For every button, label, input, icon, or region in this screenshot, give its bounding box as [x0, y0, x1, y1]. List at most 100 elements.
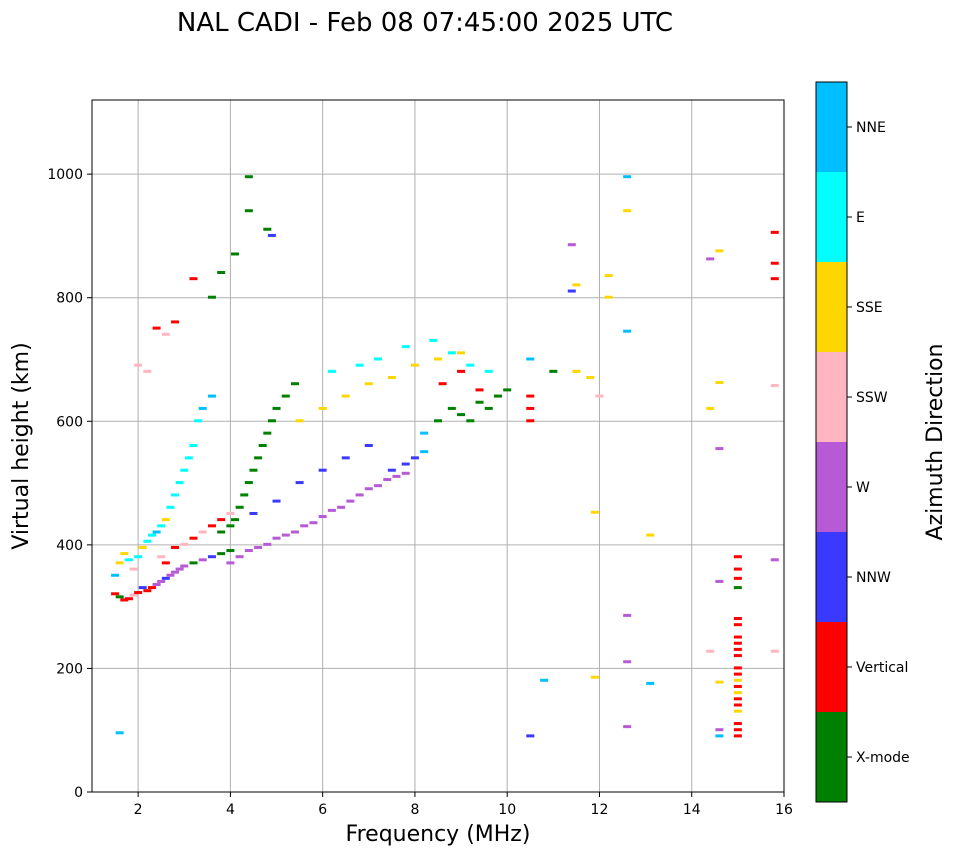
- data-point: [475, 400, 484, 404]
- colorbar: X-mode Vertical NNW W SSW SSE E NNE: [815, 81, 910, 803]
- data-point: [392, 474, 401, 478]
- data-point: [189, 277, 198, 281]
- data-point: [111, 573, 120, 577]
- data-point: [410, 363, 419, 367]
- data-point: [623, 209, 632, 213]
- data-point: [231, 252, 240, 256]
- data-point: [157, 579, 166, 583]
- y-tick-label: 1000: [47, 167, 83, 183]
- data-point: [623, 329, 632, 333]
- data-point: [217, 271, 226, 274]
- data-point: [715, 579, 724, 583]
- colorbar-segment: [816, 532, 847, 622]
- data-point: [733, 654, 742, 658]
- data-point: [457, 351, 466, 355]
- data-point: [207, 394, 216, 398]
- data-point: [447, 406, 456, 410]
- data-point: [540, 678, 549, 682]
- data-point: [147, 586, 156, 590]
- data-point: [217, 530, 226, 534]
- data-point: [217, 518, 226, 522]
- data-point: [466, 363, 475, 367]
- data-point: [249, 468, 258, 472]
- data-point: [401, 345, 410, 349]
- data-point: [493, 394, 502, 398]
- data-point: [590, 675, 599, 679]
- data-point: [733, 567, 742, 571]
- colorbar-tick-label: Vertical: [856, 660, 908, 676]
- data-point: [434, 419, 442, 423]
- data-point: [457, 413, 466, 417]
- data-point: [263, 227, 272, 231]
- data-point: [244, 549, 253, 553]
- data-point: [194, 419, 203, 423]
- colorbar-segment: [816, 712, 847, 802]
- data-point: [272, 406, 281, 410]
- y-tick-label: 400: [56, 538, 83, 554]
- colorbar-segment: [816, 622, 847, 712]
- data-point: [152, 326, 161, 330]
- data-point: [715, 380, 724, 384]
- data-point: [586, 376, 595, 380]
- data-point: [733, 617, 742, 620]
- x-tick-label: 4: [226, 802, 235, 818]
- colorbar-tick-label: SSE: [856, 300, 883, 316]
- colorbar-tick-label: W: [856, 480, 870, 496]
- data-point: [138, 586, 147, 590]
- data-point: [590, 510, 599, 514]
- data-point: [355, 363, 364, 367]
- data-point: [254, 456, 263, 460]
- data-point: [733, 697, 742, 701]
- data-point: [364, 487, 373, 491]
- data-point: [124, 558, 133, 562]
- data-point: [706, 257, 715, 261]
- data-point: [526, 734, 535, 738]
- data-point: [646, 681, 655, 685]
- data-point: [770, 230, 779, 234]
- data-point: [526, 357, 535, 361]
- data-point: [733, 555, 742, 559]
- data-point: [733, 666, 742, 670]
- data-point: [410, 456, 419, 460]
- data-point: [623, 725, 632, 729]
- data-point: [770, 384, 779, 388]
- data-point: [161, 576, 170, 580]
- data-point: [572, 283, 581, 287]
- data-point: [706, 649, 715, 653]
- data-point: [364, 444, 373, 447]
- data-point: [318, 468, 327, 472]
- data-point: [171, 493, 180, 497]
- data-point: [327, 369, 336, 373]
- data-point: [567, 243, 576, 247]
- data-point: [623, 613, 632, 617]
- data-point: [604, 274, 613, 278]
- data-point: [623, 660, 632, 664]
- data-point: [706, 406, 715, 410]
- data-point: [143, 369, 152, 373]
- data-point: [115, 595, 124, 599]
- data-point: [318, 515, 327, 519]
- data-point: [267, 419, 276, 423]
- data-point: [226, 524, 235, 528]
- data-points: [111, 175, 779, 738]
- data-point: [198, 558, 207, 562]
- data-point: [152, 583, 161, 587]
- data-point: [217, 552, 226, 556]
- y-tick-label: 200: [56, 661, 83, 677]
- colorbar-tick-label: NNW: [856, 570, 891, 586]
- data-point: [157, 555, 166, 559]
- data-point: [733, 691, 742, 695]
- data-point: [295, 419, 304, 423]
- data-point: [189, 536, 198, 540]
- data-point: [447, 351, 456, 355]
- data-point: [770, 558, 779, 562]
- data-point: [258, 444, 267, 447]
- x-tick-label: 16: [775, 802, 793, 818]
- data-point: [646, 533, 655, 537]
- colorbar-segment: [816, 82, 847, 172]
- data-point: [387, 468, 396, 472]
- colorbar-tick-label: X-mode: [856, 750, 910, 766]
- y-tick-label: 600: [56, 414, 83, 430]
- data-point: [623, 175, 632, 179]
- data-point: [161, 518, 170, 522]
